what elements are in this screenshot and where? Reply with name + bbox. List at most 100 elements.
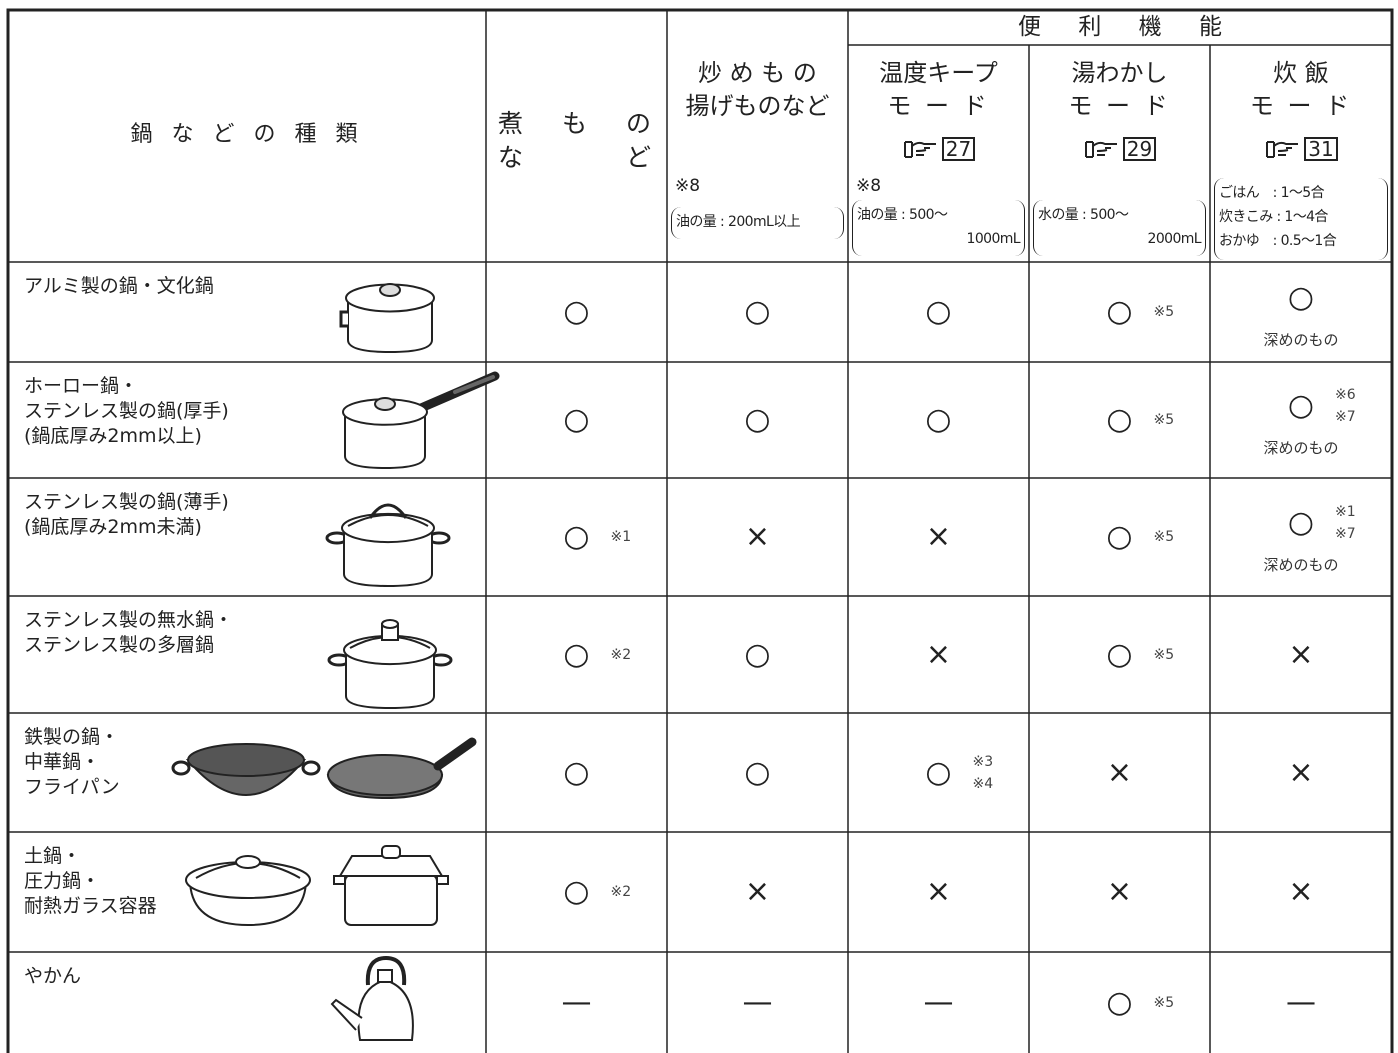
condition-text: 1000mL [966,231,1021,247]
status-mark: — [1286,984,1316,1020]
condition-text: おかゆ : 0.5～1合 [1219,233,1337,249]
row-label: 中華鍋・ [24,751,101,773]
icon-handle [301,760,321,776]
status-mark: — [742,984,773,1020]
condition: 油の量 : 500～ 1000mL [852,200,1025,256]
status-mark: ○ [1287,388,1315,423]
status-mark: ○ [925,294,952,329]
footnote-ref: ※1 [610,529,632,545]
icon-lid [338,855,444,877]
row-label: 鉄製の鍋・ [24,726,120,748]
status-mark: ○ [1106,294,1133,329]
page-reference: 31 [1210,136,1392,162]
column-title: 炒 め も の [698,59,817,88]
cell-note: 深めのもの [1263,330,1339,349]
condition-text: 水の量 : 500～ [1038,207,1129,223]
status-mark: ○ [563,754,590,790]
icon-handle [365,955,407,986]
icon-knob [379,283,401,297]
icon-handle [171,760,191,776]
row-label: (鍋底厚み2mm以上) [24,425,202,447]
footnote-ref: ※5 [1153,412,1175,428]
row-label: ホーロー鍋・ [24,375,139,397]
footnote-ref: ※5 [1153,994,1175,1011]
column-title: モ ー ド [1068,92,1171,121]
footnote-ref: ※1 [1335,504,1356,520]
status-mark: × [1288,874,1314,909]
condition-text: 2000mL [1147,231,1202,247]
cookware-icon [339,283,435,354]
row-label: 圧力鍋・ [24,870,101,892]
row-label: アルミ製の鍋・文化鍋 [24,275,214,297]
status-mark: × [925,874,952,909]
condition-text: 油の量 : 200mL以上 [676,214,801,230]
page-number: 27 [941,137,976,161]
pointer-icon [1084,141,1117,158]
icon-body [343,527,433,588]
column-title: 揚げものなど [685,92,830,121]
icon-handle [436,875,449,885]
status-mark: — [561,984,592,1020]
row-label: 土鍋・ [24,845,82,867]
status-mark: ○ [1287,280,1315,315]
header-title: 鍋 な ど の 種 類 [130,121,364,147]
status-mark: ○ [563,636,590,672]
status-mark: ○ [563,519,590,554]
condition: ごはん : 1～5合 炊きこみ : 1～4合 おかゆ : 0.5～1合 [1214,178,1388,260]
row-label: ステンレス製の無水鍋・ [24,609,234,631]
pointer-icon [903,141,936,158]
column-title: モ ー ド [1249,92,1353,121]
cookware-icon [325,503,451,588]
page-reference: 27 [848,136,1029,162]
footnote-ref: ※5 [1153,304,1175,320]
icon-knob [368,503,408,519]
column-title: 温度キープ [879,59,998,88]
row-label: フライパン [24,776,120,798]
icon-body [347,297,433,354]
cookware-icon [327,754,443,796]
footnote-ref: ※5 [1153,529,1175,545]
icon-handle [433,737,477,771]
footnote-ref: ※8 [675,176,701,196]
icon-knob [377,969,393,983]
footnote-ref: ※8 [856,176,882,196]
icon-lid [347,514,429,527]
footnote-ref: ※2 [610,884,632,900]
status-mark: ○ [563,402,590,437]
column-title: 煮 も の [498,109,651,138]
column-title: な ど [498,143,651,172]
footnote-ref: ※7 [1335,409,1356,425]
cookware-icon [357,978,414,1041]
cell-note: 深めのもの [1263,555,1339,574]
icon-handle [339,310,348,328]
status-mark: ○ [744,294,771,329]
cookware-icon [344,874,438,926]
status-mark: ○ [925,402,952,437]
icon-body [345,649,435,710]
column-title: モ ー ド [887,92,990,121]
status-mark: × [1106,754,1133,790]
page-number: 31 [1304,137,1338,161]
row-label: (鍋底厚み2mm未満) [24,516,202,538]
icon-knob [381,619,399,629]
page-reference: 29 [1029,136,1210,162]
footnote-ref: ※5 [1153,646,1175,663]
column-title: 湯わかし [1071,59,1168,88]
status-mark: ○ [1106,519,1133,554]
header-group: 便 利 機 能 [1018,13,1222,40]
status-mark: ○ [1106,402,1133,437]
footnote-ref: ※3 [972,753,994,770]
condition: 油の量 : 200mL以上 [671,207,844,239]
footnote-ref: ※2 [610,646,632,663]
status-mark: × [1288,636,1314,672]
row-label: やかん [24,965,82,987]
icon-knob [235,855,261,869]
footnote-ref: ※7 [1335,526,1356,542]
icon-knob [381,845,401,859]
status-mark: × [1288,754,1314,790]
status-mark: ○ [1106,636,1133,672]
status-mark: ○ [744,402,771,437]
status-mark: — [923,984,954,1020]
status-mark: ○ [1106,984,1133,1020]
